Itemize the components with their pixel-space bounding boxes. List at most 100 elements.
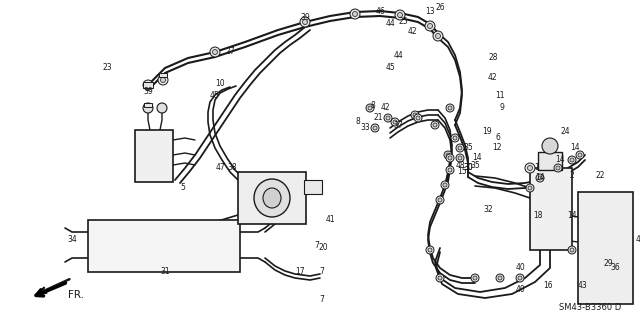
Text: 2: 2 [570,170,574,180]
Circle shape [350,9,360,19]
Text: 4: 4 [636,235,640,244]
Text: 43: 43 [578,280,588,290]
Circle shape [411,111,419,119]
Text: 33: 33 [360,123,370,132]
Circle shape [368,106,372,110]
Circle shape [570,158,574,162]
Circle shape [446,154,454,162]
Text: 9: 9 [500,103,504,113]
Text: 40: 40 [515,286,525,294]
Ellipse shape [263,188,281,208]
Text: 17: 17 [295,268,305,277]
Bar [538,152,562,170]
Text: 12: 12 [492,144,502,152]
Circle shape [438,198,442,202]
Text: 14: 14 [535,174,545,182]
Text: 16: 16 [543,280,553,290]
Text: 41: 41 [325,216,335,225]
Circle shape [568,156,576,164]
Circle shape [428,24,433,28]
Circle shape [542,138,558,154]
Circle shape [426,246,434,254]
Text: 1: 1 [534,164,540,173]
Circle shape [471,274,479,282]
Text: 38: 38 [227,164,237,173]
Bar [144,103,152,108]
Circle shape [395,10,405,20]
Circle shape [448,168,452,172]
Circle shape [143,103,153,113]
Text: 8: 8 [356,117,360,127]
Circle shape [143,80,153,90]
Circle shape [438,276,442,280]
Circle shape [441,181,449,189]
Circle shape [518,276,522,280]
Text: 27: 27 [225,48,235,56]
Text: 7: 7 [319,268,324,277]
Circle shape [386,116,390,120]
Circle shape [145,83,150,87]
Circle shape [443,183,447,187]
Circle shape [161,78,166,83]
Text: 31: 31 [160,268,170,277]
Text: 46: 46 [375,8,385,17]
Circle shape [416,116,420,120]
Text: 20: 20 [318,243,328,253]
Circle shape [458,146,462,150]
Circle shape [436,274,444,282]
Circle shape [384,114,392,122]
Circle shape [433,123,437,127]
Text: 39: 39 [300,13,310,23]
Text: 44: 44 [385,19,395,27]
Text: 11: 11 [495,91,505,100]
Text: 22: 22 [595,170,605,180]
Text: 45: 45 [385,63,395,72]
Circle shape [448,106,452,110]
Text: 21: 21 [373,114,383,122]
Text: 25: 25 [398,18,408,26]
Circle shape [496,274,504,282]
Circle shape [435,33,440,39]
Circle shape [414,114,422,122]
Circle shape [446,153,450,157]
Text: 42: 42 [407,27,417,36]
Circle shape [391,118,399,126]
Circle shape [456,154,464,162]
Text: 39: 39 [143,87,153,97]
Circle shape [428,248,432,252]
Text: 32: 32 [483,205,493,214]
Bar [88,220,240,272]
Circle shape [397,12,403,18]
Circle shape [446,166,454,174]
Text: 7: 7 [319,295,324,305]
Circle shape [158,75,168,85]
Circle shape [393,120,397,124]
Text: 8: 8 [371,100,376,109]
Circle shape [453,136,457,140]
Circle shape [568,246,576,254]
Bar [159,73,167,78]
Text: 24: 24 [560,128,570,137]
Text: 15: 15 [457,167,467,176]
Circle shape [157,103,167,113]
Text: 19: 19 [482,128,492,137]
Text: 47: 47 [215,164,225,173]
Text: 14: 14 [567,211,577,219]
Circle shape [498,276,502,280]
Circle shape [371,124,379,132]
Text: 6: 6 [495,133,500,143]
Text: 14: 14 [555,155,565,165]
Circle shape [413,113,417,117]
Text: 14: 14 [472,153,482,162]
Bar [578,192,633,304]
Text: 45: 45 [210,91,220,100]
Bar [238,172,306,224]
Text: FR.: FR. [68,290,84,300]
Circle shape [444,151,452,159]
Circle shape [300,17,310,27]
Circle shape [458,156,462,160]
Text: 35: 35 [463,144,473,152]
Circle shape [303,19,307,25]
Circle shape [556,166,560,170]
Circle shape [373,126,377,130]
